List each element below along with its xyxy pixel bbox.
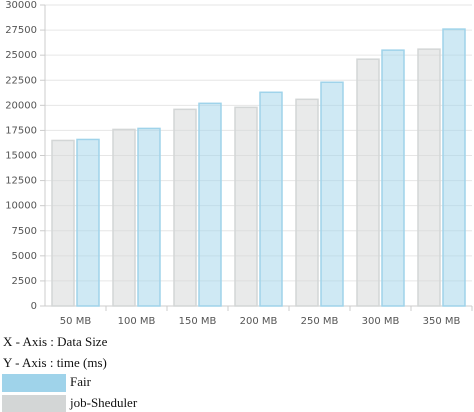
x-tick-label: 150 MB bbox=[179, 316, 217, 327]
bar bbox=[51, 139, 75, 307]
x-tick-label: 100 MB bbox=[118, 316, 156, 327]
legend-label: job-Sheduler bbox=[69, 395, 138, 410]
bar bbox=[356, 58, 380, 307]
x-axis-label: X - Axis : Data Size bbox=[3, 334, 108, 349]
bar bbox=[295, 98, 319, 307]
legend-label: Fair bbox=[70, 374, 92, 389]
y-tick-label: 10000 bbox=[5, 201, 37, 212]
bar bbox=[320, 81, 344, 307]
legend-swatch bbox=[2, 395, 66, 412]
y-tick-label: 17500 bbox=[5, 125, 37, 136]
y-axis-label: Y - Axis : time (ms) bbox=[3, 355, 107, 370]
x-tick-label: 350 MB bbox=[423, 316, 461, 327]
x-tick-label: 50 MB bbox=[60, 316, 92, 327]
y-tick-label: 27500 bbox=[5, 25, 37, 36]
y-tick-label: 20000 bbox=[5, 100, 37, 111]
bar bbox=[112, 128, 136, 307]
y-tick-label: 0 bbox=[31, 301, 37, 312]
y-tick-label: 7500 bbox=[12, 226, 37, 237]
bar bbox=[381, 49, 405, 307]
bar bbox=[198, 102, 222, 307]
y-tick-label: 15000 bbox=[5, 151, 37, 162]
y-tick-label: 30000 bbox=[5, 0, 37, 11]
bar bbox=[442, 28, 466, 307]
x-tick-label: 250 MB bbox=[301, 316, 339, 327]
y-tick-label: 5000 bbox=[12, 251, 37, 262]
x-tick-label: 300 MB bbox=[362, 316, 400, 327]
legend-swatch bbox=[2, 374, 66, 392]
bar bbox=[173, 108, 197, 307]
bar bbox=[234, 106, 258, 307]
bar bbox=[417, 48, 441, 307]
x-tick-label: 200 MB bbox=[240, 316, 278, 327]
y-tick-label: 25000 bbox=[5, 50, 37, 61]
y-tick-label: 22500 bbox=[5, 75, 37, 86]
y-tick-label: 2500 bbox=[12, 276, 37, 287]
bar bbox=[137, 127, 161, 307]
y-tick-label: 12500 bbox=[5, 176, 37, 187]
bar bbox=[259, 91, 283, 307]
bar bbox=[76, 138, 100, 307]
